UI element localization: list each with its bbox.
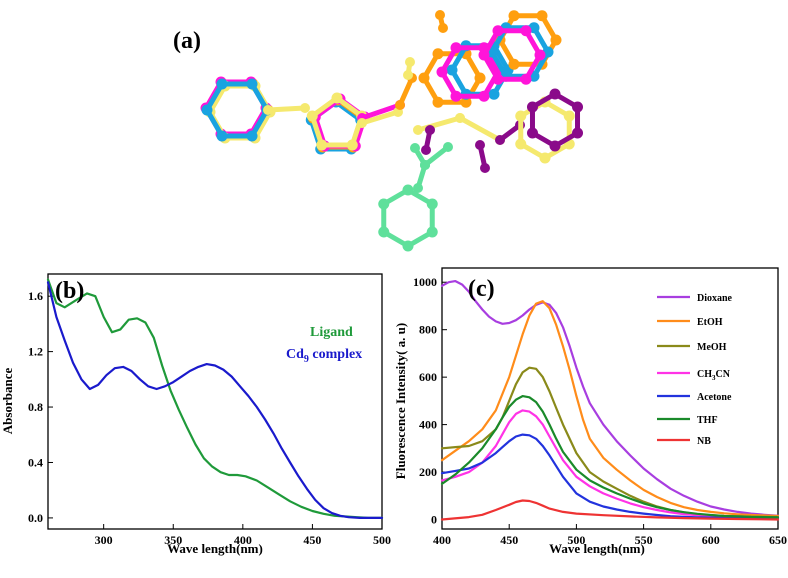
chart-b-ytick-label: 0.4 bbox=[28, 455, 43, 469]
chart-c-ytick-label: 1000 bbox=[413, 275, 437, 289]
chart-c-ytick-label: 800 bbox=[419, 323, 437, 337]
fused-ring-b-magenta bbox=[478, 25, 546, 85]
legend-label-dioxane: Dioxane bbox=[697, 293, 733, 304]
legend-label-ch3cn: CH3CN bbox=[697, 369, 731, 382]
left-phenyl-blue bbox=[201, 78, 273, 142]
right-phenyl-purple bbox=[526, 88, 584, 152]
chart-b-frame bbox=[47, 273, 383, 530]
chart-c-xtick-label: 600 bbox=[702, 533, 720, 547]
chart-b-ylabel: Absorbance bbox=[0, 368, 15, 435]
chart-b-ytick-label: 0.0 bbox=[28, 511, 43, 525]
chart-c-series-thf bbox=[440, 395, 780, 519]
legend-label-cd9-complex: Cd9 complex bbox=[286, 347, 362, 365]
panel-b-label: (b) bbox=[55, 278, 84, 304]
chart-c-xtick-label: 650 bbox=[769, 533, 787, 547]
chart-c-curves bbox=[440, 280, 780, 521]
chart-b-ytick-label: 1.6 bbox=[28, 289, 43, 303]
panel-a-label: (a) bbox=[173, 28, 201, 54]
chart-c-series-dioxane bbox=[440, 280, 780, 517]
chart-b-xtick-label: 350 bbox=[164, 533, 182, 547]
chart-c-ticks: 400 450 500 550 600 650 0 200 400 600 800 1000 bbox=[413, 275, 787, 547]
chart-c-ytick-label: 200 bbox=[419, 465, 437, 479]
chart-b-curves bbox=[46, 278, 384, 519]
green-phenyl bbox=[378, 184, 438, 252]
chart-c-ylabel: Fluorescence Intensity( a. u) bbox=[393, 323, 408, 479]
absorbance-chart: 300 350 400 450 500 0.0 0.4 0.8 1.2 1.6 (b) Ligan… bbox=[0, 273, 391, 556]
chart-b-xtick-label: 500 bbox=[373, 533, 391, 547]
chart-c-xtick-label: 500 bbox=[567, 533, 585, 547]
legend-label-ligand: Ligand bbox=[310, 325, 353, 340]
chart-c-legend: Dioxane EtOH MeOH CH3CN Acetone THF NB bbox=[657, 293, 733, 447]
chart-b-xtick-label: 400 bbox=[234, 533, 252, 547]
legend-label-thf: THF bbox=[697, 415, 718, 426]
chart-c-series-acetone bbox=[440, 433, 780, 520]
molecule-overlay-image bbox=[200, 10, 584, 252]
chart-c-frame bbox=[441, 267, 779, 530]
chart-c-ytick-label: 0 bbox=[431, 513, 437, 527]
chart-c-ytick-label: 400 bbox=[419, 418, 437, 432]
chain-bond-4 bbox=[403, 57, 415, 80]
pyrazole-ring-yellow bbox=[306, 92, 368, 151]
green-branch-3 bbox=[413, 160, 430, 193]
chart-b-xtick-label: 300 bbox=[95, 533, 113, 547]
chain-bond-3 bbox=[395, 73, 417, 110]
chart-b-xlabel: Wave length(nm) bbox=[167, 541, 263, 556]
chart-c-xtick-label: 450 bbox=[500, 533, 518, 547]
chart-c-series-nb bbox=[440, 499, 780, 521]
chart-c-ytick-label: 600 bbox=[419, 370, 437, 384]
chart-c-series-meoh bbox=[440, 366, 780, 519]
chart-c-xtick-label: 550 bbox=[635, 533, 653, 547]
legend-label-etoh: EtOH bbox=[697, 317, 723, 328]
chart-c-series-etoh bbox=[440, 300, 780, 518]
lower-chain-4 bbox=[475, 140, 490, 173]
chart-b-ticks: 300 350 400 450 500 0.0 0.4 0.8 1.2 1.6 bbox=[28, 289, 391, 547]
right-phenyl-yellow bbox=[515, 96, 575, 164]
legend-label-meoh: MeOH bbox=[697, 342, 727, 353]
methyl-bond bbox=[435, 10, 448, 33]
chart-b-ytick-label: 0.8 bbox=[28, 400, 43, 414]
chart-b-series-ligand bbox=[46, 278, 384, 519]
chart-b-ytick-label: 1.2 bbox=[28, 345, 43, 359]
legend-label-acetone: Acetone bbox=[697, 392, 732, 403]
left-bridge-bond bbox=[263, 103, 310, 115]
panel-c-label: (c) bbox=[468, 276, 495, 302]
chart-c-xlabel: Wave length(nm) bbox=[549, 541, 645, 556]
chart-c-xtick-label: 400 bbox=[433, 533, 451, 547]
purple-stub bbox=[421, 125, 435, 155]
chart-b-series-cd9-complex bbox=[46, 281, 384, 519]
chart-b-xtick-label: 450 bbox=[303, 533, 321, 547]
legend-label-nb: NB bbox=[697, 436, 711, 447]
